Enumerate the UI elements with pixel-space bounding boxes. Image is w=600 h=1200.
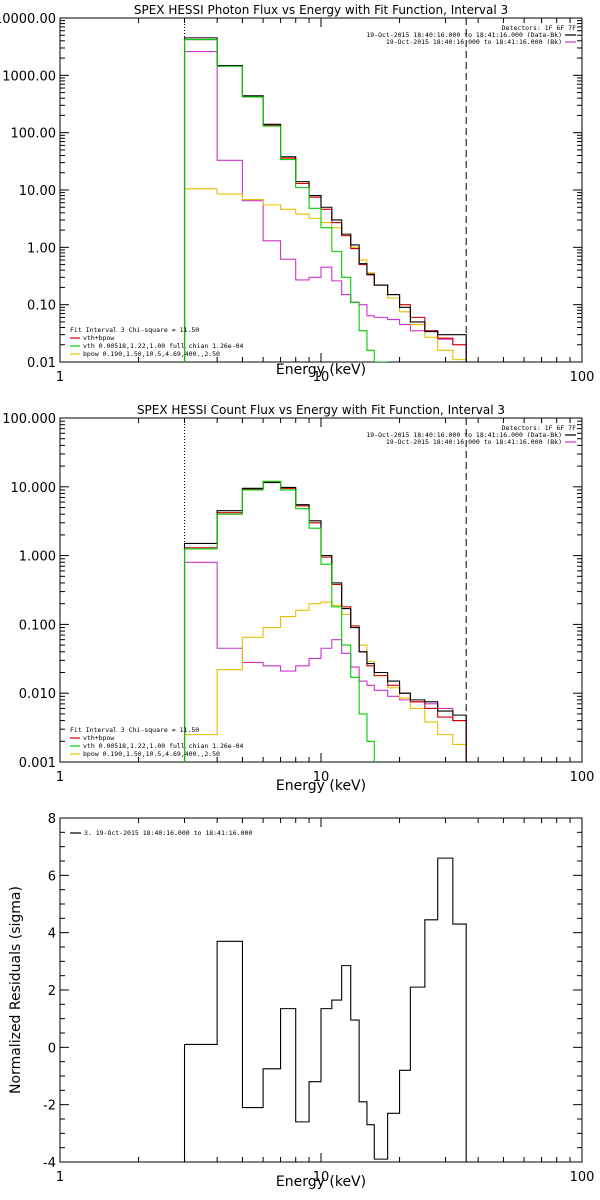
y-tick-label: 0.10	[27, 299, 56, 314]
x-axis-label: Energy (keV)	[276, 362, 366, 378]
y-tick-label: 0	[48, 1041, 56, 1056]
legend-title: Detectors: 1F 6F 7F	[502, 24, 576, 32]
y-tick-label: 8	[48, 812, 56, 827]
y-tick-label: 100.000	[2, 412, 56, 427]
series-bk	[183, 561, 467, 762]
x-tick-label: 1	[56, 1170, 64, 1185]
legend-label: 19-Oct-2015 18:40:16.000 to 18:41:16.000…	[386, 438, 562, 446]
chart-panel-3: 1 10 100 -4 -2 0 2 4 6 8 Energy (keV) Normalized Re…	[8, 812, 594, 1190]
legend-title: Detectors: 1F 6F 7F	[502, 424, 576, 432]
legend-label: 3. 19-Oct-2015 18:40:16.000 to 18:41:16.…	[84, 829, 252, 837]
series-vth	[183, 39, 389, 362]
series-bpow	[183, 188, 467, 362]
series-vth-bpow	[183, 39, 467, 362]
chart-title: SPEX HESSI Count Flux vs Energy with Fit…	[137, 403, 505, 417]
x-tick-label: 10	[313, 1170, 330, 1185]
x-tick-label: 100	[570, 770, 595, 785]
y-tick-label: 1000.00	[2, 69, 56, 84]
fit-legend-label: vth+bpow	[83, 734, 114, 742]
x-tick-label: 1	[56, 770, 64, 785]
y-tick-label: 0.01	[27, 356, 56, 371]
plot-frame	[59, 17, 583, 363]
fit-legend-label: bpow 0.190,1.50,10.5,4.69,400.,2.50	[83, 750, 220, 758]
fit-legend-label: vth 0.00518,1.22,1.00 full chian 1.26e-0…	[83, 342, 244, 350]
y-tick-label: 2	[48, 984, 56, 999]
chart-title: SPEX HESSI Photon Flux vs Energy with Fi…	[134, 3, 508, 17]
y-tick-label: 4	[48, 927, 56, 942]
x-tick-label: 100	[570, 370, 595, 385]
fit-legend-title: Fit Interval 3 Chi-square = 11.50	[70, 326, 199, 334]
x-tick-label: 10	[313, 370, 330, 385]
x-tick-label: 10	[313, 770, 330, 785]
y-tick-label: 10.000	[11, 481, 57, 496]
fit-legend-title: Fit Interval 3 Chi-square = 11.50	[70, 726, 199, 734]
plot-frame	[59, 817, 583, 1163]
y-tick-label: -4	[43, 1156, 56, 1171]
y-tick-label: 0.100	[19, 618, 56, 633]
fit-legend-label: vth+bpow	[83, 334, 114, 342]
legend-label: 19-Oct-2015 18:40:16.000 to 18:41:16.000…	[386, 38, 562, 46]
series-vth-bpow	[183, 481, 467, 762]
y-tick-label: 1.000	[19, 550, 56, 565]
x-axis-label: Energy (keV)	[276, 778, 366, 794]
fit-legend-label: vth 0.00518,1.22,1.00 full chian 1.26e-0…	[83, 742, 244, 750]
chart-panel-1: SPEX HESSI Photon Flux vs Energy with Fi…	[0, 3, 594, 385]
x-tick-label: 100	[570, 1170, 595, 1185]
y-tick-label: 1.00	[27, 241, 56, 256]
legend-label: 19-Oct-2015 18:40:16.000 to 18:41:16.000…	[366, 31, 562, 39]
y-axis-label: Normalized Residuals (sigma)	[8, 886, 24, 1094]
y-tick-label: 0.001	[19, 756, 56, 771]
series-data-bk	[183, 37, 467, 362]
plot-frame	[59, 417, 583, 763]
y-tick-label: 6	[48, 869, 56, 884]
y-tick-label: 100.00	[11, 127, 57, 142]
y-tick-label: 10000.00	[0, 12, 56, 27]
y-tick-label: -2	[43, 1099, 56, 1114]
y-tick-label: 10.00	[19, 184, 56, 199]
chart-panel-2: SPEX HESSI Count Flux vs Energy with Fit…	[2, 403, 594, 794]
x-axis-label: Energy (keV)	[276, 1174, 366, 1190]
series-bpow	[183, 601, 467, 762]
series-vth	[183, 480, 375, 762]
x-tick-label: 1	[56, 370, 64, 385]
series-3-19-oct-2015-18-40-16-000-to-18-41-16-000	[183, 857, 467, 1162]
legend-label: 19-Oct-2015 18:40:16.000 to 18:41:16.000…	[366, 431, 562, 439]
y-tick-label: 0.010	[19, 687, 56, 702]
series-data-bk	[183, 482, 467, 762]
fit-legend-label: bpow 0.190,1.50,10.5,4.69,400.,2.50	[83, 350, 220, 358]
